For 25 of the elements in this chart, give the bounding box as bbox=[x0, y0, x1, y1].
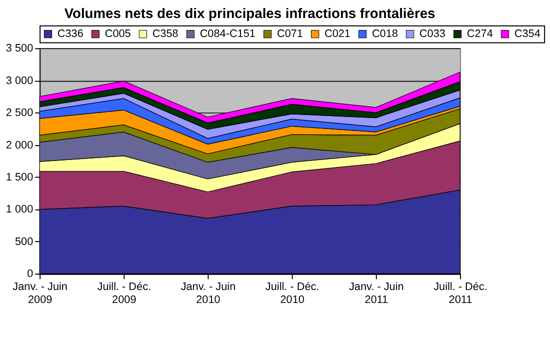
y-tick-label: 3 000 bbox=[6, 74, 34, 87]
legend-label: C021 bbox=[324, 28, 350, 40]
x-tick-label: Janv. - Juin 2010 bbox=[180, 281, 236, 306]
y-tick-label: 2 500 bbox=[6, 107, 34, 120]
y-tick-label: 2 000 bbox=[6, 139, 34, 152]
legend-label: C005 bbox=[104, 28, 131, 40]
chart-title: Volumes nets des dix principales infractions frontalières bbox=[64, 5, 436, 21]
legend-label: C084-C151 bbox=[200, 28, 256, 40]
y-tick-label: 500 bbox=[14, 236, 34, 248]
y-tick-label: 3 500 bbox=[6, 42, 34, 55]
y-tick-label: 1 500 bbox=[6, 172, 34, 184]
x-tick-label: Juill. - Déc. 2010 bbox=[265, 281, 320, 306]
x-tick-label: Juill. - Déc. 2011 bbox=[434, 281, 488, 306]
x-tick-label: Juill. - Déc. 2009 bbox=[97, 281, 152, 306]
legend-label: C358 bbox=[152, 28, 178, 40]
x-tick-label: Janv. - Juin 2011 bbox=[348, 281, 404, 306]
legend-label: C018 bbox=[372, 28, 398, 40]
y-tick-label: 0 bbox=[27, 268, 34, 280]
legend-label: C033 bbox=[419, 28, 446, 40]
legend-label: C336 bbox=[57, 28, 84, 40]
legend-label: C354 bbox=[514, 28, 540, 40]
legend-label: C071 bbox=[276, 28, 303, 40]
x-tick-label: Janv. - Juin 2009 bbox=[12, 281, 68, 306]
legend-label: C274 bbox=[466, 28, 493, 40]
y-tick-label: 1 000 bbox=[6, 204, 34, 216]
